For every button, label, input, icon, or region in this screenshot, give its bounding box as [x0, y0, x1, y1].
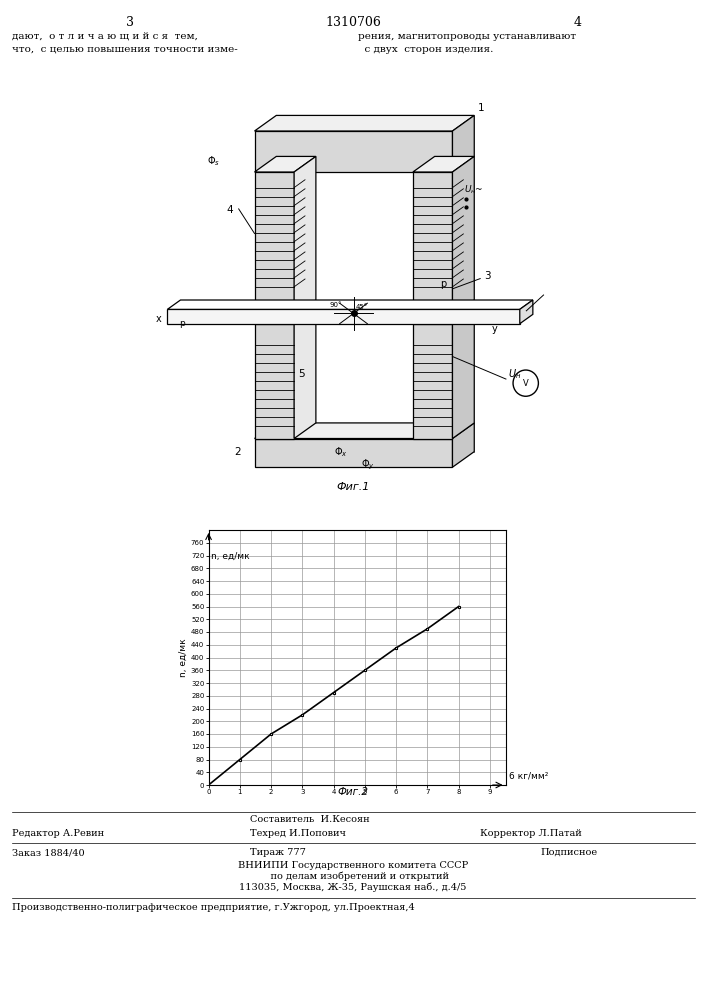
Text: $\Phi_x$: $\Phi_x$	[334, 445, 348, 459]
Polygon shape	[255, 131, 452, 172]
Text: Корректор Л.Патай: Корректор Л.Патай	[480, 829, 582, 838]
Text: р: р	[180, 319, 185, 328]
Polygon shape	[452, 423, 474, 467]
Text: р: р	[440, 279, 447, 289]
Text: 6 кг/мм²: 6 кг/мм²	[509, 772, 549, 780]
Polygon shape	[294, 308, 316, 438]
Text: Фиг.1: Фиг.1	[337, 482, 370, 492]
Text: 4: 4	[227, 205, 233, 215]
Text: $\Phi_s$: $\Phi_s$	[207, 154, 220, 168]
Polygon shape	[413, 324, 452, 438]
Text: 45°: 45°	[356, 304, 368, 310]
Polygon shape	[168, 300, 533, 309]
Polygon shape	[452, 308, 474, 438]
Text: Составитель  И.Кесоян: Составитель И.Кесоян	[250, 815, 370, 824]
Text: Производственно-полиграфическое предприятие, г.Ужгород, ул.Проектная,4: Производственно-полиграфическое предприя…	[12, 903, 415, 912]
Polygon shape	[255, 423, 474, 438]
Text: x: x	[156, 314, 161, 324]
Polygon shape	[168, 309, 520, 324]
Text: 90°: 90°	[329, 302, 342, 308]
Text: V: V	[522, 379, 528, 388]
Text: n, ед/мк: n, ед/мк	[211, 552, 250, 561]
Polygon shape	[413, 156, 474, 172]
Polygon shape	[255, 115, 474, 131]
Y-axis label: n, ед/мк: n, ед/мк	[179, 638, 188, 677]
Text: 5: 5	[298, 369, 305, 379]
Polygon shape	[520, 300, 533, 324]
Text: 1: 1	[478, 103, 485, 113]
Polygon shape	[413, 172, 452, 316]
Text: 3: 3	[126, 16, 134, 29]
Polygon shape	[255, 324, 294, 438]
Text: 2: 2	[235, 447, 241, 457]
Text: Подписное: Подписное	[540, 848, 597, 857]
Text: $\Phi_y$: $\Phi_y$	[361, 458, 375, 472]
Polygon shape	[294, 156, 316, 316]
Text: дают,  о т л и ч а ю щ и й с я  тем,
что,  с целью повышения точности изме-: дают, о т л и ч а ю щ и й с я тем, что, …	[12, 32, 238, 53]
Polygon shape	[452, 115, 474, 172]
Text: Техред И.Попович: Техред И.Попович	[250, 829, 346, 838]
Text: рения, магнитопроводы устанавливают
  с двух  сторон изделия.: рения, магнитопроводы устанавливают с дв…	[358, 32, 576, 53]
Text: Редактор А.Ревин: Редактор А.Ревин	[12, 829, 104, 838]
Polygon shape	[452, 156, 474, 316]
Text: y: y	[492, 324, 498, 334]
Polygon shape	[255, 438, 452, 467]
Text: 3: 3	[484, 271, 491, 281]
Text: Заказ 1884/40: Заказ 1884/40	[12, 848, 85, 857]
Text: 4: 4	[574, 16, 582, 29]
Polygon shape	[255, 156, 316, 172]
Text: 1310706: 1310706	[325, 16, 381, 29]
Polygon shape	[255, 172, 294, 316]
Text: Тираж 777: Тираж 777	[250, 848, 306, 857]
Text: $U_н$~: $U_н$~	[464, 184, 484, 196]
Text: $U_н$: $U_н$	[508, 367, 521, 381]
Text: ВНИИПИ Государственного комитета СССР
    по делам изобретений и открытий
113035: ВНИИПИ Государственного комитета СССР по…	[238, 861, 468, 892]
Text: Фиг.2: Фиг.2	[337, 787, 368, 797]
